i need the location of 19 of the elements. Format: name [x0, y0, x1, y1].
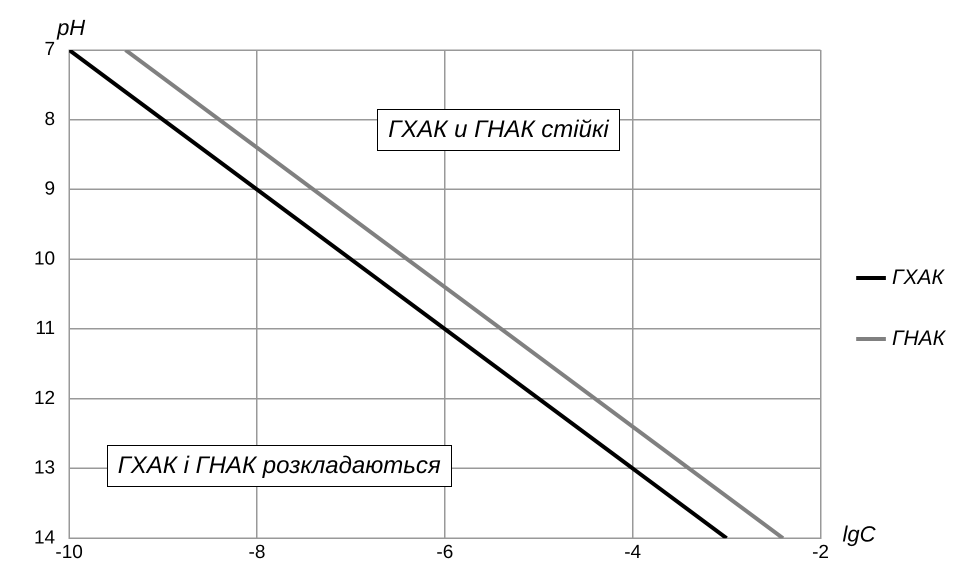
y-tick-label: 11	[35, 318, 56, 340]
legend-label: ГХАК	[892, 266, 946, 289]
y-tick-label: 12	[34, 388, 56, 409]
annotation: ГХАК и ГНАК стійкі	[377, 108, 620, 151]
y-axis-title: pH	[56, 15, 86, 40]
x-axis-title: lgC	[842, 521, 876, 546]
annotation: ГХАК і ГНАК розкладаються	[106, 445, 452, 488]
y-tick-label: 8	[44, 108, 56, 130]
x-tick-label: -8	[248, 542, 266, 563]
y-tick-label: 14	[34, 527, 56, 548]
y-tick-label: 7	[44, 39, 56, 60]
x-tick-label: -2	[812, 542, 829, 563]
y-tick-label: 9	[44, 178, 56, 200]
x-tick-label: -10	[55, 542, 83, 563]
x-tick-label: -6	[436, 542, 454, 563]
legend-label: ГНАК	[892, 326, 947, 350]
x-tick-label: -4	[624, 542, 642, 563]
y-tick-label: 10	[34, 248, 56, 270]
y-tick-label: 13	[34, 458, 56, 479]
